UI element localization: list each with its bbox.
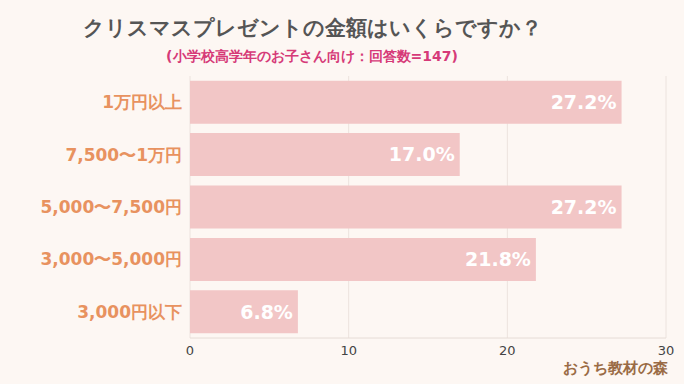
svg-text:3,000〜5,000円: 3,000〜5,000円 [40, 249, 182, 269]
svg-text:0: 0 [186, 343, 194, 358]
svg-text:27.2%: 27.2% [551, 91, 617, 113]
html-text:クリスマスプレゼントの金額はいくらですか？: クリスマスプレゼントの金額はいくらですか？ [82, 16, 542, 40]
svg-text:6.8%: 6.8% [240, 301, 293, 323]
svg-text:21.8%: 21.8% [465, 248, 531, 270]
svg-text:20: 20 [499, 343, 516, 358]
html-text:おうち教材の森: おうち教材の森 [563, 359, 668, 377]
html-text:(小学校高学年のお子さん向け：回答数=147): (小学校高学年のお子さん向け：回答数=147) [166, 48, 458, 64]
svg-text:30: 30 [658, 343, 675, 358]
svg-text:17.0%: 17.0% [389, 143, 455, 165]
svg-text:7,500〜1万円: 7,500〜1万円 [65, 145, 182, 165]
svg-text:10: 10 [340, 343, 357, 358]
svg-text:1万円以上: 1万円以上 [102, 92, 182, 112]
svg-text:5,000〜7,500円: 5,000〜7,500円 [40, 197, 182, 217]
svg-text:3,000円以下: 3,000円以下 [77, 302, 182, 322]
svg-text:27.2%: 27.2% [551, 196, 617, 218]
